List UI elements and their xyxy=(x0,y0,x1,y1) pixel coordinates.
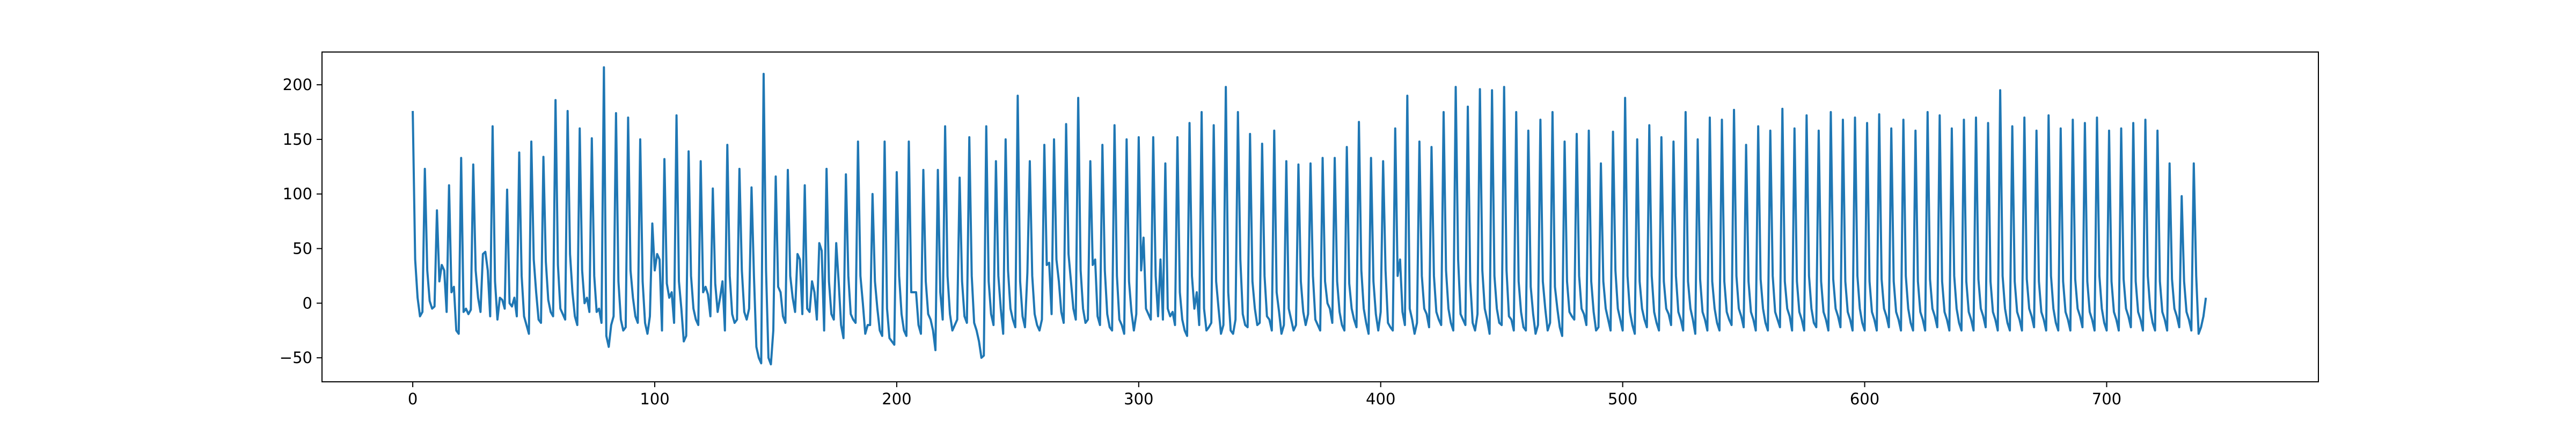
y-axis-ticks: −50 0 50 100 150 200 xyxy=(280,76,322,367)
y-tick-label: 50 xyxy=(292,240,312,258)
x-tick-label: 700 xyxy=(2092,390,2121,408)
x-tick-label: 500 xyxy=(1608,390,1637,408)
y-tick-label: 150 xyxy=(283,130,312,149)
y-tick-label: 200 xyxy=(283,76,312,94)
x-tick-label: 200 xyxy=(882,390,911,408)
x-tick-label: 0 xyxy=(408,390,418,408)
axes-frame xyxy=(321,51,2319,382)
x-tick-label: 400 xyxy=(1366,390,1395,408)
y-tick-label: 100 xyxy=(283,185,312,203)
y-tick-label: 0 xyxy=(303,294,312,312)
x-tick-label: 100 xyxy=(640,390,669,408)
plot-area xyxy=(412,66,2207,366)
y-tick-label: −50 xyxy=(280,349,312,367)
series-line-0 xyxy=(412,66,2207,366)
x-tick-label: 600 xyxy=(1850,390,1879,408)
x-tick-label: 300 xyxy=(1124,390,1153,408)
x-axis-ticks: 0 100 200 300 400 500 600 700 xyxy=(408,382,2121,408)
